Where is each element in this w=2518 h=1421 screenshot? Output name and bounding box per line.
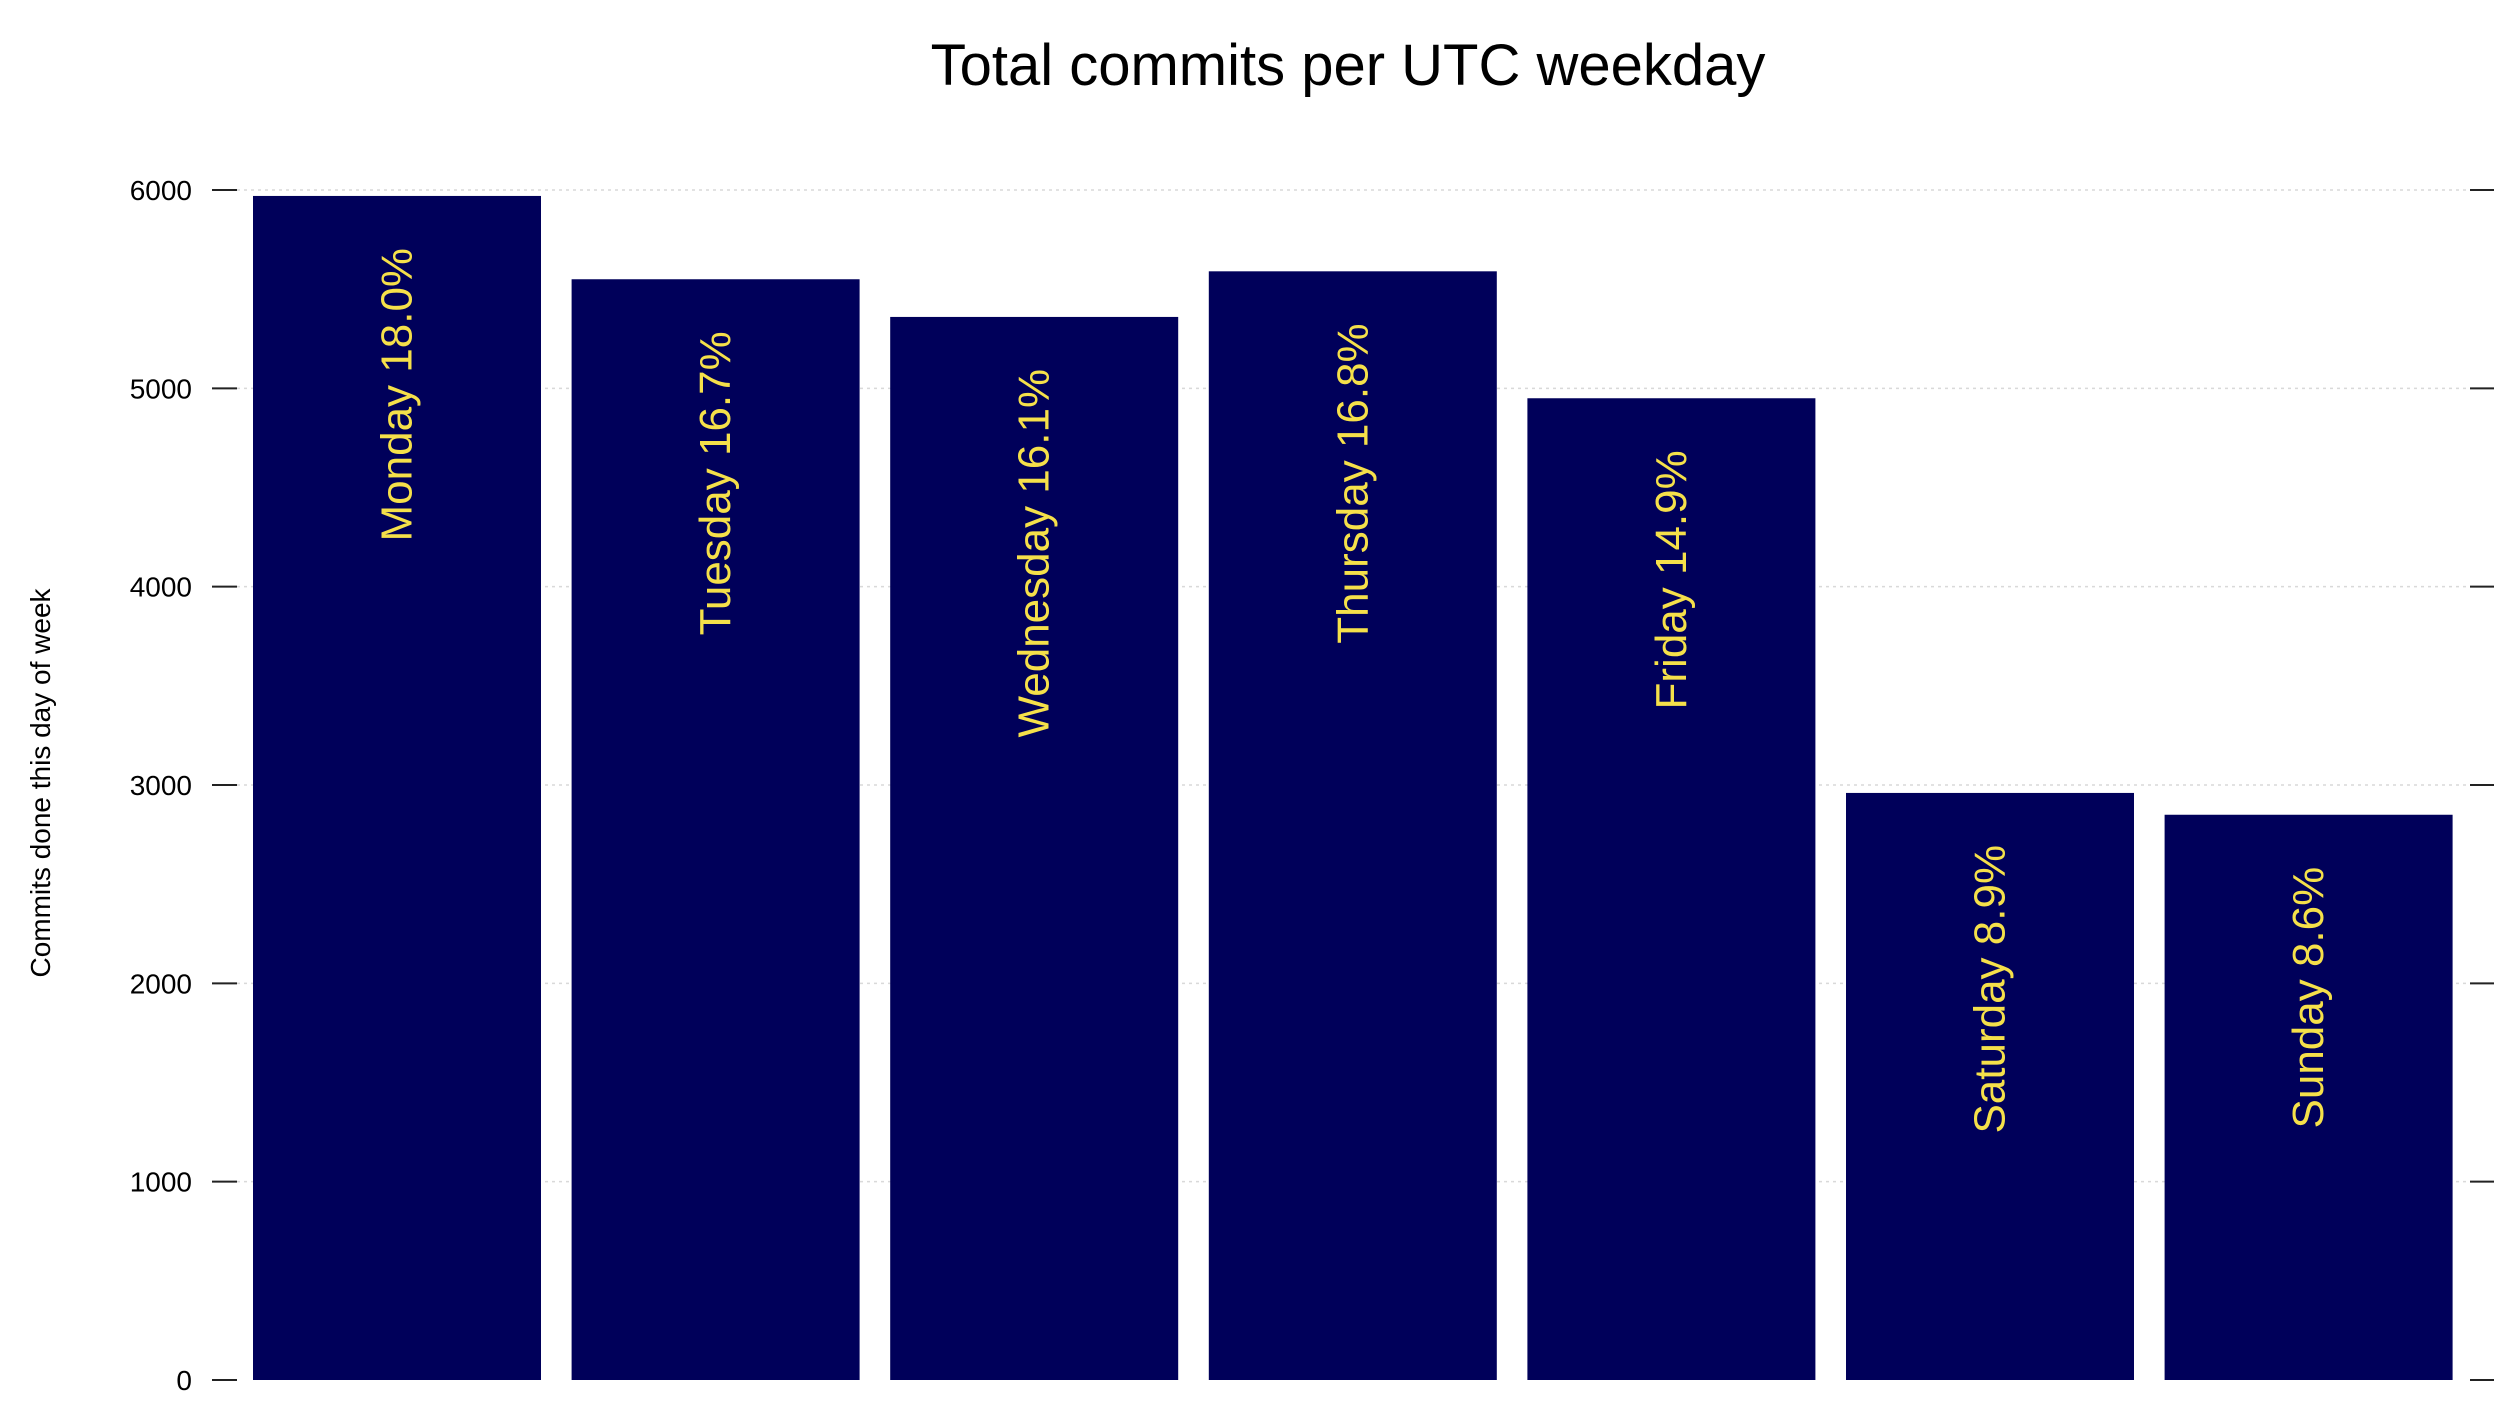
- bar-sunday: [2164, 814, 2453, 1380]
- bar-label-sunday: Sunday 8.6%: [2284, 867, 2333, 1129]
- bar-tuesday: [571, 279, 860, 1380]
- bar-labels: Monday 18.0% Tuesday 16.7% Wednesday 16.1%…: [373, 248, 2334, 1134]
- y-axis-label: Commits done this day of week: [25, 587, 56, 977]
- bar-label-thursday: Thursday 16.8%: [1328, 323, 1377, 643]
- bar-friday: [1527, 398, 1816, 1380]
- bar-label-monday: Monday 18.0%: [373, 248, 422, 542]
- chart-title: Total commits per UTC weekday: [931, 33, 1766, 98]
- bar-monday: [253, 195, 541, 1381]
- y-tick-label: 2000: [130, 968, 192, 999]
- y-tick-label: 4000: [130, 572, 192, 603]
- bar-label-tuesday: Tuesday 16.7%: [691, 331, 740, 635]
- bars: [253, 195, 2453, 1381]
- bar-label-saturday: Saturday 8.9%: [1966, 845, 2015, 1134]
- y-tick-label: 6000: [130, 175, 192, 206]
- bar-label-wednesday: Wednesday 16.1%: [1010, 369, 1059, 738]
- y-axis: 0 1000 2000 3000 4000 5000 6000: [130, 175, 2494, 1396]
- y-tick-label: 0: [176, 1365, 192, 1396]
- y-tick-label: 1000: [130, 1167, 192, 1198]
- bar-wednesday: [890, 316, 1179, 1380]
- y-tick-label: 3000: [130, 770, 192, 801]
- bar-thursday: [1208, 271, 1497, 1381]
- bar-label-friday: Friday 14.9%: [1647, 450, 1696, 709]
- y-tick-label: 5000: [130, 373, 192, 404]
- bar-saturday: [1846, 792, 2134, 1380]
